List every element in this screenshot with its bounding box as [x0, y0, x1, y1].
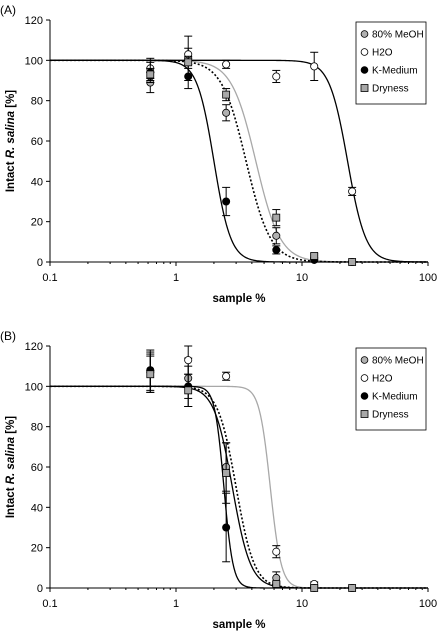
data-point-circle — [272, 547, 281, 556]
y-axis-title-suffix: [%] — [5, 90, 17, 111]
panel-label: (B) — [0, 329, 16, 343]
y-tick-label: 80 — [31, 422, 43, 434]
data-point-square — [310, 584, 319, 592]
y-tick-label: 40 — [31, 176, 43, 188]
legend-marker — [360, 66, 369, 74]
x-tick-label: 10 — [296, 272, 308, 284]
data-point-square — [272, 580, 281, 588]
y-axis-title-species: R. salina — [5, 110, 17, 158]
y-axis-title: Intact R. salina [%] — [5, 416, 17, 518]
data-point-circle — [310, 62, 319, 71]
data-point-circle — [272, 245, 281, 254]
legend-marker — [360, 84, 369, 92]
data-point-circle — [272, 231, 281, 240]
x-tick-label: 10 — [296, 598, 308, 610]
y-tick-label: 120 — [25, 341, 43, 353]
data-point-square — [184, 58, 193, 67]
y-axis-title-species: R. salina — [5, 436, 17, 484]
data-point-square — [146, 370, 155, 379]
legend-label: Dryness — [372, 410, 409, 421]
legend-marker — [360, 410, 369, 418]
legend-label: K-Medium — [372, 66, 418, 77]
panel-a: (A) 0 20 40 60 80 100 120 0.1 1 10 100 sample % Intac… — [0, 3, 437, 305]
y-tick-label: 40 — [31, 502, 43, 514]
legend-marker — [360, 30, 369, 38]
data-point-circle — [272, 72, 281, 81]
x-tick-label: 1 — [173, 272, 179, 284]
legend-label: K-Medium — [372, 392, 418, 403]
data-point-circle — [222, 523, 231, 532]
x-axis-title: sample % — [212, 293, 265, 305]
x-tick-label: 100 — [419, 272, 437, 284]
data-point-square — [184, 386, 193, 395]
y-tick-label: 20 — [31, 543, 43, 555]
x-axis-title: sample % — [212, 619, 265, 631]
y-tick-label: 20 — [31, 217, 43, 229]
data-point-square — [310, 252, 319, 260]
data-point-square — [222, 469, 231, 477]
data-point-circle — [184, 72, 193, 81]
x-tick-label: 0.1 — [42, 598, 57, 610]
data-point-square — [348, 258, 357, 266]
legend: 80% MeOH H2O K-Medium Dryness — [355, 21, 427, 105]
y-tick-label: 100 — [25, 55, 43, 67]
legend-marker — [360, 392, 369, 400]
y-axis-title-suffix: [%] — [5, 416, 17, 437]
data-point-circle — [222, 372, 231, 381]
data-point-circle — [348, 187, 357, 196]
data-point-square — [348, 584, 357, 592]
data-point-square — [146, 70, 155, 79]
y-axis-title-prefix: Intact — [5, 484, 17, 518]
y-axis-title: Intact R. salina [%] — [5, 90, 17, 192]
legend-label: Dryness — [372, 84, 409, 95]
legend-label: H2O — [372, 374, 393, 385]
y-axis-title-prefix: Intact — [5, 158, 17, 192]
data-point-circle — [222, 108, 231, 117]
data-point-circle — [222, 60, 231, 69]
x-tick-label: 100 — [419, 598, 437, 610]
data-point-square — [272, 213, 281, 222]
legend-label: 80% MeOH — [372, 30, 424, 41]
data-point-circle — [184, 356, 193, 365]
y-tick-label: 120 — [25, 15, 43, 27]
y-tick-label: 60 — [31, 136, 43, 148]
x-tick-label: 0.1 — [42, 272, 57, 284]
y-tick-label: 100 — [25, 381, 43, 393]
legend-marker — [360, 374, 369, 382]
legend-marker — [360, 356, 369, 364]
fit-curve-3 — [50, 59, 428, 263]
panel-label: (A) — [0, 3, 16, 17]
y-tick-label: 60 — [31, 462, 43, 474]
panel-b: (B) 0 20 40 60 80 100 120 0.1 1 10 100 sample % Intac… — [0, 329, 437, 631]
x-tick-label: 1 — [173, 598, 179, 610]
y-tick-label: 0 — [37, 583, 43, 595]
data-point-circle — [222, 197, 231, 206]
data-point-square — [222, 90, 231, 99]
legend-marker — [360, 48, 369, 56]
fit-curve-3 — [50, 385, 428, 589]
legend-label: H2O — [372, 48, 393, 59]
legend: 80% MeOH H2O K-Medium Dryness — [355, 347, 427, 431]
y-tick-label: 0 — [37, 257, 43, 269]
y-tick-label: 80 — [31, 96, 43, 108]
legend-label: 80% MeOH — [372, 356, 424, 367]
